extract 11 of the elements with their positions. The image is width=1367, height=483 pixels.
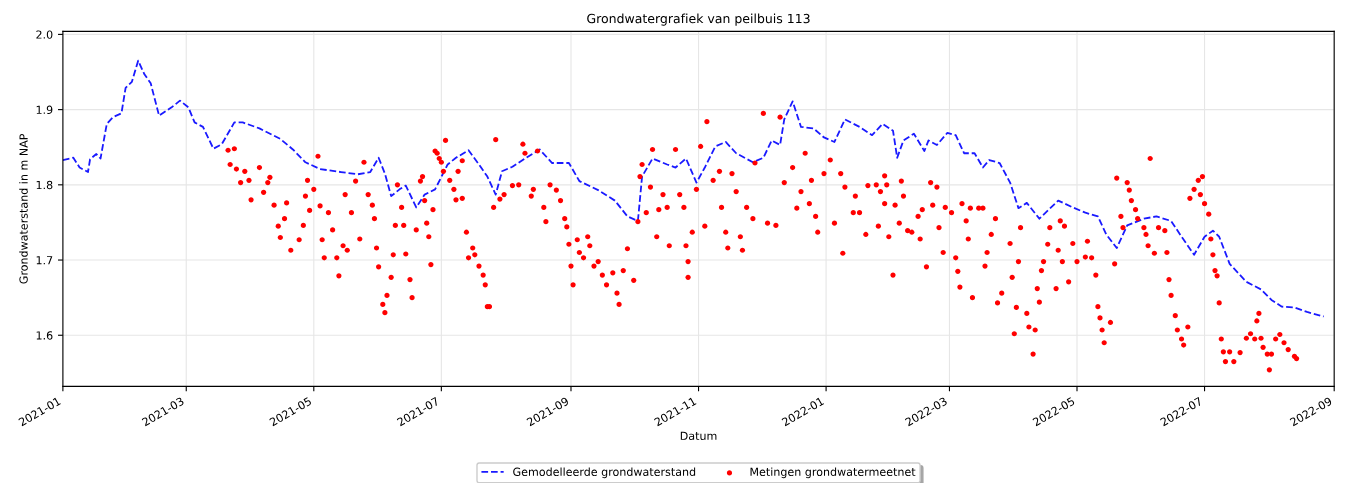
line-series xyxy=(62,59,1325,318)
chart-title: Grondwatergrafiek van peilbuis 113 xyxy=(587,13,810,26)
y-tick-label: 1.9 xyxy=(36,105,53,114)
y-axis-title: Grondwaterstand in m NAP xyxy=(19,133,28,284)
y-tick-label: 1.7 xyxy=(36,256,53,265)
y-tick-label: 1.8 xyxy=(36,180,53,190)
legend-label: Gemodelleerde grondwaterstand xyxy=(513,467,696,479)
x-axis-title: Datum xyxy=(680,431,717,441)
y-tick-label: 1.6 xyxy=(36,331,53,340)
y-tick-label: 2.0 xyxy=(36,30,53,39)
legend-label: Metingen grondwatermeetnet xyxy=(750,467,916,479)
